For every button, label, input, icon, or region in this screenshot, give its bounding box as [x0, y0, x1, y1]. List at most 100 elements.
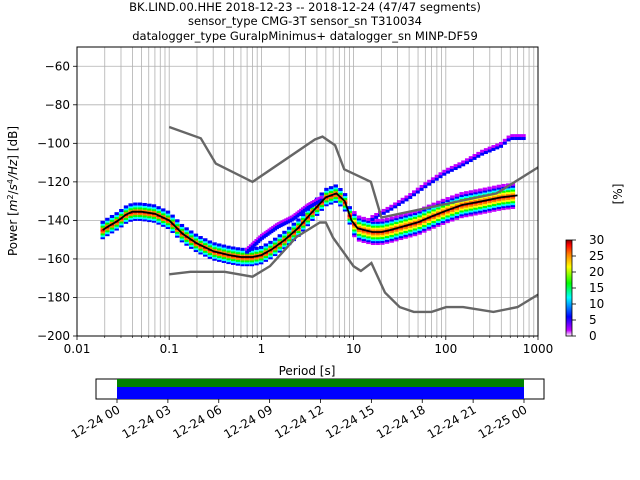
- histogram-cell: [445, 198, 450, 202]
- histogram-cell: [109, 224, 115, 228]
- histogram-cell: [286, 238, 292, 242]
- histogram-cell: [361, 238, 366, 242]
- histogram-cell: [408, 228, 413, 232]
- histogram-cell: [408, 193, 413, 197]
- histogram-cell: [119, 224, 124, 228]
- nhnm-curve: [168, 125, 539, 219]
- histogram-cell: [305, 209, 310, 213]
- histogram-cell: [478, 188, 483, 192]
- histogram-cell: [473, 199, 478, 203]
- histogram-cell: [366, 221, 371, 225]
- histogram-cell: [502, 138, 507, 142]
- histogram-cell: [314, 212, 320, 216]
- histogram-cell: [286, 236, 292, 240]
- histogram-cell: [473, 202, 478, 206]
- histogram-cell: [156, 206, 161, 210]
- x-tick-label: 100: [434, 342, 457, 356]
- histogram-cell: [398, 231, 404, 235]
- histogram-cell: [496, 203, 502, 207]
- histogram-cell: [445, 206, 450, 210]
- histogram-cell: [268, 240, 273, 244]
- histogram-cell: [394, 236, 399, 240]
- histogram-cell: [468, 199, 474, 203]
- histogram-cell: [496, 205, 502, 209]
- histogram-cell: [431, 208, 436, 212]
- histogram-cell: [189, 245, 194, 249]
- histogram-cell: [398, 217, 404, 221]
- histogram-cell: [356, 229, 362, 233]
- histogram-cell: [436, 220, 441, 224]
- histogram-cell: [412, 219, 418, 223]
- histogram-cell: [170, 220, 175, 224]
- histogram-cell: [370, 240, 376, 244]
- histogram-cell: [394, 222, 399, 226]
- histogram-cell: [483, 148, 488, 152]
- histogram-cell: [496, 200, 502, 204]
- histogram-cell: [506, 196, 511, 200]
- histogram-cell: [506, 138, 511, 142]
- histogram-cell: [249, 261, 255, 265]
- histogram-cell: [412, 227, 418, 231]
- y-tick-label: −160: [37, 252, 70, 266]
- histogram-cell: [151, 219, 157, 223]
- histogram-cell: [440, 208, 446, 212]
- histogram-cell: [226, 249, 231, 253]
- histogram-cell: [403, 212, 408, 216]
- histogram-cell: [263, 243, 269, 247]
- histogram-cell: [300, 215, 306, 219]
- histogram-cell: [417, 227, 422, 231]
- histogram-cell: [189, 230, 194, 234]
- histogram-cell: [254, 241, 259, 245]
- histogram-cell: [468, 194, 474, 198]
- histogram-cell: [203, 253, 208, 257]
- histogram-cell: [100, 222, 105, 226]
- histogram-cell: [412, 229, 418, 233]
- histogram-cell: [426, 223, 432, 227]
- histogram-cell: [478, 211, 483, 215]
- histogram-cell: [328, 199, 334, 203]
- histogram-cell: [478, 198, 483, 202]
- histogram-cell: [408, 215, 413, 219]
- histogram-cell: [501, 205, 506, 209]
- histogram-cell: [226, 261, 231, 265]
- histogram-cell: [296, 228, 301, 232]
- histogram-cell: [389, 218, 394, 222]
- histogram-cell: [384, 217, 390, 221]
- histogram-cell: [430, 177, 435, 181]
- histogram-cell: [478, 207, 483, 211]
- histogram-cell: [521, 134, 526, 138]
- histogram-cell: [468, 213, 474, 217]
- histogram-cell: [454, 209, 460, 213]
- histogram-cell: [473, 189, 478, 193]
- histogram-cell: [506, 191, 511, 195]
- histogram-cell: [319, 195, 324, 199]
- histogram-cell: [333, 197, 338, 201]
- histogram-cell: [286, 228, 292, 232]
- histogram-cell: [156, 208, 161, 212]
- histogram-cell: [380, 234, 385, 238]
- histogram-cell: [472, 156, 477, 160]
- histogram-cell: [412, 233, 418, 237]
- histogram-cell: [445, 214, 450, 218]
- histogram-cell: [175, 225, 180, 229]
- histogram-cell: [105, 217, 110, 221]
- histogram-cell: [506, 189, 511, 193]
- histogram-cell: [361, 226, 366, 230]
- title-line-2: sensor_type CMG-3T sensor_sn T310034: [188, 14, 422, 28]
- histogram-cell: [445, 204, 450, 208]
- histogram-cell: [244, 259, 250, 263]
- timeline-coverage-bar: [117, 379, 524, 387]
- histogram-cell: [291, 224, 297, 228]
- histogram-cell: [370, 220, 376, 224]
- histogram-cell: [394, 219, 399, 223]
- histogram-cell: [217, 258, 222, 262]
- histogram-cell: [147, 213, 152, 217]
- histogram-cell: [263, 249, 269, 253]
- histogram-cell: [207, 242, 213, 246]
- histogram-cell: [473, 206, 478, 210]
- histogram-cell: [496, 186, 502, 190]
- histogram-cell: [468, 192, 474, 196]
- histogram-cell: [305, 219, 310, 223]
- colorbar-tick-label: 20: [589, 265, 604, 279]
- histogram-cell: [114, 225, 119, 229]
